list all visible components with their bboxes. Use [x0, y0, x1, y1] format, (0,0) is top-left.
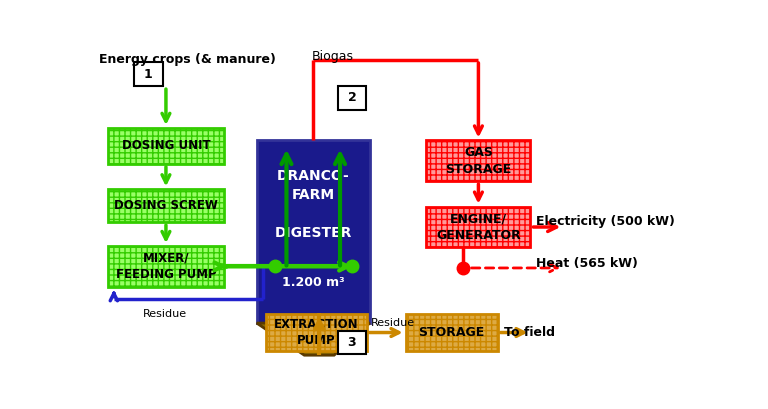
Text: Heat (565 kW): Heat (565 kW) — [537, 257, 638, 270]
Bar — [426, 207, 531, 247]
Polygon shape — [257, 323, 370, 355]
Bar — [338, 331, 366, 355]
Text: Biogas: Biogas — [312, 50, 353, 63]
Text: Electricity (500 kW): Electricity (500 kW) — [537, 215, 675, 228]
Bar — [426, 140, 531, 181]
Bar — [406, 314, 498, 351]
Text: GAS
STORAGE: GAS STORAGE — [445, 146, 511, 175]
Text: Energy crops (& manure): Energy crops (& manure) — [99, 53, 276, 66]
Text: To field: To field — [504, 326, 554, 339]
Bar — [108, 128, 224, 164]
Bar — [108, 246, 224, 287]
Text: ENGINE/
GENERATOR: ENGINE/ GENERATOR — [436, 212, 521, 242]
Bar — [338, 86, 366, 110]
Text: DOSING UNIT: DOSING UNIT — [121, 139, 210, 153]
Text: Residue: Residue — [142, 309, 187, 319]
Text: EXTRACTION
PUMP: EXTRACTION PUMP — [274, 318, 359, 347]
Text: 1.200 m³: 1.200 m³ — [282, 276, 345, 290]
Bar — [257, 140, 370, 323]
Text: DRANCO-
FARM

DIGESTER: DRANCO- FARM DIGESTER — [275, 169, 352, 240]
Text: 1: 1 — [144, 68, 153, 81]
Text: 3: 3 — [348, 336, 356, 349]
Text: MIXER/
FEEDING PUMP: MIXER/ FEEDING PUMP — [116, 252, 217, 281]
Bar — [134, 63, 163, 86]
Bar — [266, 314, 367, 351]
Text: Residue: Residue — [371, 318, 415, 328]
Text: STORAGE: STORAGE — [419, 326, 485, 339]
Bar — [108, 189, 224, 222]
Text: 2: 2 — [348, 91, 356, 104]
Text: DOSING SCREW: DOSING SCREW — [114, 199, 218, 212]
